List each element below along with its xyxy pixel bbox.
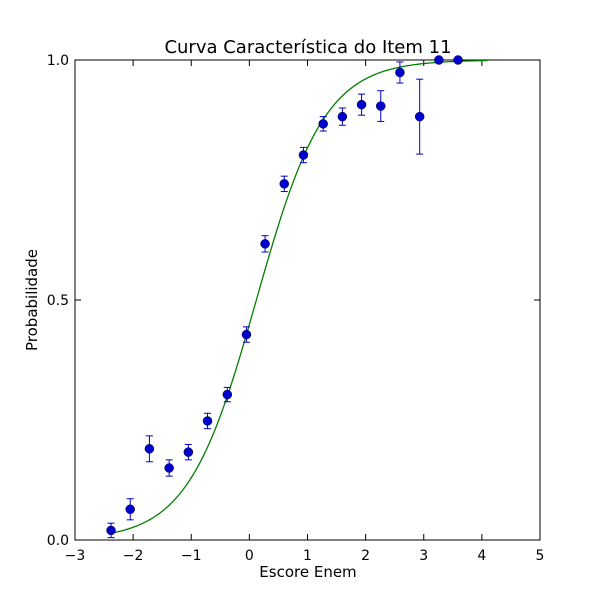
point-marker [356,99,367,110]
fitted-curve-line [109,59,488,535]
data-points-layer [106,55,463,539]
x-tick-label: −3 [65,548,86,564]
data-point [414,78,425,155]
data-point [434,55,444,65]
plot-frame [74,59,541,541]
data-point [183,443,194,461]
y-axis-label: Probabilidade [23,249,41,351]
chart-title: Curva Característica do Item 11 [164,37,451,58]
point-marker [279,179,289,189]
ticks: −3 −2 −1 0 1 2 3 4 5 0.0 0.5 1.0 [47,53,545,564]
point-marker [453,55,463,65]
data-point [337,107,348,126]
point-marker [144,444,155,454]
data-point [453,55,463,65]
data-point [125,498,135,521]
point-marker [183,447,194,457]
data-point [241,326,252,343]
point-marker [375,101,386,111]
data-point [144,435,155,463]
data-point [106,522,116,539]
y-tick-label: 0.5 [47,293,69,309]
point-marker [337,111,348,122]
data-point [202,412,213,430]
data-point [375,90,386,122]
y-tick-label: 0.0 [47,533,69,549]
point-marker [241,329,252,340]
data-point [318,116,328,132]
data-point [164,459,174,477]
point-marker [395,67,405,78]
point-marker [434,55,444,65]
x-tick-label: 3 [419,548,428,564]
point-marker [106,525,116,536]
point-marker [318,119,328,129]
point-marker [414,111,425,122]
y-tick-label: 1.0 [47,53,69,69]
x-axis-label: Escore Enem [259,563,356,581]
data-point [279,175,289,193]
fitted-curve-layer [109,59,488,535]
point-marker [260,239,270,249]
x-tick-label: 4 [477,548,486,564]
point-marker [222,389,233,400]
data-point [356,93,367,116]
x-tick-label: 5 [536,548,545,564]
data-point [222,386,233,403]
x-tick-label: 1 [303,548,312,564]
data-point [260,235,270,253]
x-tick-label: −2 [123,548,144,564]
point-marker [164,463,174,473]
point-marker [125,504,135,515]
x-tick-label: 2 [361,548,370,564]
data-point [395,61,405,84]
point-marker [202,416,213,426]
data-point [298,146,309,164]
point-marker [298,150,309,160]
x-tick-label: −1 [181,548,202,564]
x-tick-label: 0 [245,548,254,564]
